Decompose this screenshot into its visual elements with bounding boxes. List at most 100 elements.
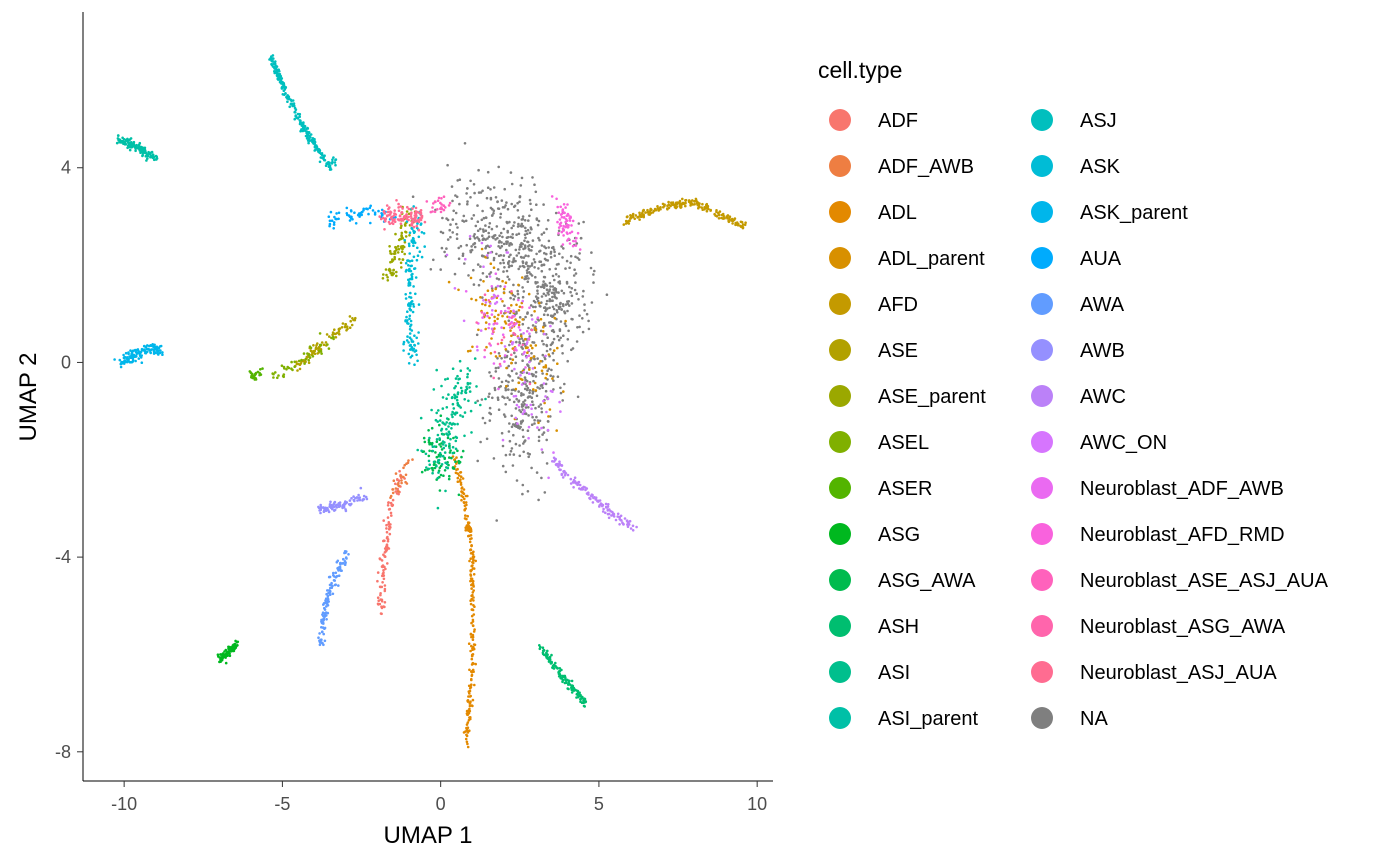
- data-point: [405, 462, 408, 466]
- data-point: [386, 504, 390, 507]
- data-point: [326, 594, 330, 598]
- data-point: [377, 209, 380, 213]
- data-point: [332, 571, 335, 575]
- data-point: [717, 217, 721, 220]
- data-point: [461, 495, 465, 499]
- data-point: [259, 368, 262, 371]
- data-point: [529, 304, 533, 307]
- data-point: [503, 345, 507, 348]
- data-point: [151, 153, 155, 156]
- data-point: [466, 521, 470, 524]
- data-point: [424, 452, 428, 456]
- data-point: [496, 396, 500, 400]
- data-point: [627, 219, 631, 223]
- data-point: [503, 360, 506, 363]
- data-point: [383, 212, 387, 215]
- data-point: [489, 262, 493, 266]
- data-point: [451, 402, 455, 406]
- data-point: [524, 226, 527, 230]
- data-point: [283, 88, 287, 91]
- data-point: [522, 435, 525, 439]
- data-point: [510, 264, 514, 268]
- data-point: [698, 202, 701, 205]
- legend-label: ASH: [878, 616, 919, 638]
- data-point: [334, 571, 338, 575]
- data-point: [560, 245, 563, 248]
- data-point: [578, 694, 582, 698]
- data-point: [470, 217, 474, 220]
- data-point: [347, 553, 350, 556]
- data-point: [461, 477, 465, 480]
- data-point: [469, 599, 472, 602]
- data-point: [510, 304, 513, 307]
- data-point: [401, 245, 404, 248]
- legend-label: ASI: [878, 662, 910, 684]
- data-point: [512, 331, 515, 335]
- data-point: [489, 251, 492, 254]
- data-point: [410, 329, 414, 332]
- data-point: [427, 467, 431, 471]
- data-point: [136, 146, 140, 150]
- data-point: [502, 254, 506, 257]
- data-point: [381, 277, 385, 280]
- data-point: [573, 288, 577, 292]
- data-point: [505, 385, 508, 388]
- data-point: [324, 164, 328, 167]
- data-point: [333, 215, 336, 219]
- data-point: [334, 163, 337, 167]
- data-point: [504, 281, 508, 285]
- data-point: [451, 455, 455, 458]
- data-point: [528, 335, 532, 338]
- data-point: [121, 136, 124, 140]
- legend-item: Neuroblast_ASJ_AUA: [1031, 661, 1277, 684]
- data-point: [470, 577, 474, 581]
- series-aua: [327, 204, 397, 230]
- data-point: [533, 422, 536, 425]
- data-point: [356, 496, 359, 499]
- data-point: [482, 237, 485, 240]
- data-point: [557, 291, 560, 294]
- data-point: [501, 314, 504, 318]
- data-point: [448, 474, 451, 478]
- data-point: [332, 156, 335, 159]
- data-point: [270, 59, 273, 63]
- data-point: [542, 399, 545, 403]
- series-awc-on: [445, 234, 562, 480]
- data-point: [522, 256, 526, 259]
- data-point: [557, 226, 561, 229]
- legend-label: ASI_parent: [878, 708, 979, 730]
- data-point: [542, 382, 546, 385]
- data-point: [477, 283, 481, 287]
- data-point: [469, 349, 472, 353]
- data-point: [307, 131, 311, 135]
- data-point: [463, 497, 466, 501]
- data-point: [585, 487, 589, 490]
- data-point: [497, 207, 501, 210]
- data-point: [574, 240, 577, 243]
- data-point: [556, 311, 559, 314]
- data-point: [261, 367, 264, 370]
- data-point: [351, 317, 354, 320]
- data-point: [159, 349, 162, 352]
- data-point: [308, 356, 312, 359]
- data-point: [396, 478, 399, 481]
- data-point: [570, 224, 573, 227]
- data-point: [507, 380, 510, 384]
- data-point: [625, 519, 629, 522]
- data-point: [492, 212, 495, 215]
- data-point: [298, 367, 302, 371]
- data-point: [574, 281, 577, 284]
- data-point: [335, 212, 338, 215]
- data-point: [295, 360, 298, 364]
- data-point: [536, 281, 539, 284]
- data-point: [435, 438, 439, 441]
- data-point: [553, 316, 557, 320]
- data-point: [646, 211, 650, 214]
- data-point: [525, 356, 528, 359]
- data-point: [486, 311, 489, 315]
- data-point: [507, 316, 511, 319]
- data-point: [575, 292, 578, 296]
- data-point: [552, 245, 555, 249]
- data-point: [618, 517, 621, 521]
- data-point: [282, 375, 286, 379]
